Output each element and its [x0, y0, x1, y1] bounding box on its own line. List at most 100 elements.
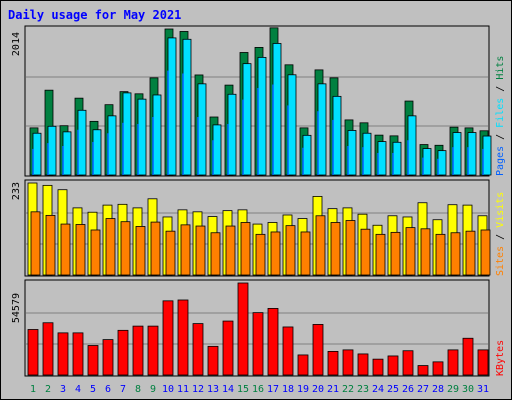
- kbytes-bar: [42, 322, 54, 376]
- kbytes-bar: [297, 354, 309, 376]
- files-bar: [377, 141, 387, 176]
- kbytes-bar: [147, 325, 159, 376]
- files-bar: [302, 134, 312, 176]
- day-label: 7: [120, 384, 126, 395]
- sites-bar: [165, 230, 176, 276]
- files-bar: [317, 83, 327, 176]
- legend-text: KBytes: [495, 340, 506, 376]
- kbytes-bar: [432, 361, 444, 376]
- sites-bar: [195, 225, 206, 276]
- day-label: 31: [477, 384, 489, 395]
- kbytes-bar: [117, 329, 129, 376]
- files-bar: [257, 56, 267, 176]
- files-bar: [347, 130, 357, 176]
- day-label: 16: [252, 384, 264, 395]
- kbytes-bar: [177, 299, 189, 376]
- day-label: 27: [417, 384, 429, 395]
- files-bar: [92, 129, 102, 176]
- day-label: 1: [30, 384, 36, 395]
- kbytes-bar: [342, 349, 354, 376]
- legend-separator: /: [495, 80, 506, 98]
- legend-files: Files: [495, 98, 506, 128]
- sites-bar: [345, 220, 356, 276]
- day-label: 2: [45, 384, 51, 395]
- kbytes-bar: [57, 332, 69, 376]
- legend-kbytes: KBytes: [495, 340, 506, 376]
- day-label: 13: [207, 384, 219, 395]
- legend-visits: Visits: [495, 192, 506, 228]
- kbytes-bar: [237, 282, 249, 376]
- day-label: 18: [282, 384, 294, 395]
- kbytes-bar: [312, 324, 324, 376]
- kbytes-bar: [327, 351, 339, 376]
- sites-bar: [90, 229, 101, 276]
- kbytes-legend: KBytes: [495, 340, 506, 376]
- files-bar: [32, 132, 42, 176]
- day-label: 30: [462, 384, 474, 395]
- sites-bar: [465, 230, 476, 276]
- sites-bar: [210, 232, 221, 276]
- kbytes-bar: [72, 332, 84, 376]
- kbytes-bar: [27, 329, 39, 376]
- sites-bar: [270, 231, 281, 276]
- chart-title: Daily usage for May 2021: [8, 8, 181, 22]
- files-bar: [287, 74, 297, 176]
- day-label: 4: [75, 384, 81, 395]
- files-bar: [107, 115, 117, 176]
- kbytes-bar: [357, 353, 369, 376]
- day-label: 26: [402, 384, 414, 395]
- day-label: 21: [327, 384, 339, 395]
- files-bar: [62, 131, 72, 176]
- sites-bar: [360, 228, 371, 276]
- files-bar: [137, 98, 147, 176]
- kbytes-bar: [132, 325, 144, 376]
- sites-bar: [255, 233, 266, 276]
- files-bar: [152, 94, 162, 176]
- sites-bar: [285, 225, 296, 276]
- legend-hits: Hits: [495, 56, 506, 80]
- files-bar: [452, 132, 462, 176]
- sites-bar: [75, 224, 86, 276]
- visits-legend: Sites / Visits: [495, 192, 506, 276]
- files-bar: [122, 92, 132, 176]
- kbytes-bar: [402, 350, 414, 376]
- day-label: 8: [135, 384, 141, 395]
- day-label: 19: [297, 384, 309, 395]
- files-bar: [197, 83, 207, 176]
- sites-bar: [105, 218, 116, 276]
- files-bar: [182, 38, 192, 176]
- day-label: 3: [60, 384, 66, 395]
- legend-text: Sites / Visits: [495, 192, 506, 276]
- hits-legend: Pages / Files / Hits: [495, 56, 506, 176]
- files-bar: [407, 115, 417, 176]
- chart-bars: [26, 27, 492, 376]
- files-bar: [272, 43, 282, 176]
- day-label: 5: [90, 384, 96, 395]
- kbytes-bar: [417, 365, 429, 376]
- sites-bar: [60, 223, 71, 276]
- sites-bar: [45, 214, 56, 276]
- day-label: 15: [237, 384, 249, 395]
- sites-bar: [315, 215, 326, 276]
- legend-pages: Pages: [495, 146, 506, 176]
- day-label: 20: [312, 384, 324, 395]
- day-label: 12: [192, 384, 204, 395]
- day-label: 11: [177, 384, 189, 395]
- day-label: 29: [447, 384, 459, 395]
- files-bar: [242, 63, 252, 176]
- day-label: 25: [387, 384, 399, 395]
- legend-separator: /: [495, 228, 506, 246]
- sites-bar: [180, 224, 191, 276]
- kbytes-bar: [162, 300, 174, 376]
- kbytes-bar: [477, 349, 489, 376]
- sites-bar: [375, 233, 386, 276]
- files-bar: [422, 148, 432, 176]
- day-label: 10: [162, 384, 174, 395]
- files-bar: [467, 132, 477, 176]
- files-bar: [47, 125, 57, 176]
- kbytes-bar: [387, 355, 399, 376]
- sites-bar: [150, 221, 161, 276]
- day-label: 9: [150, 384, 156, 395]
- kbytes-bar: [282, 326, 294, 376]
- kbytes-bar: [222, 320, 234, 376]
